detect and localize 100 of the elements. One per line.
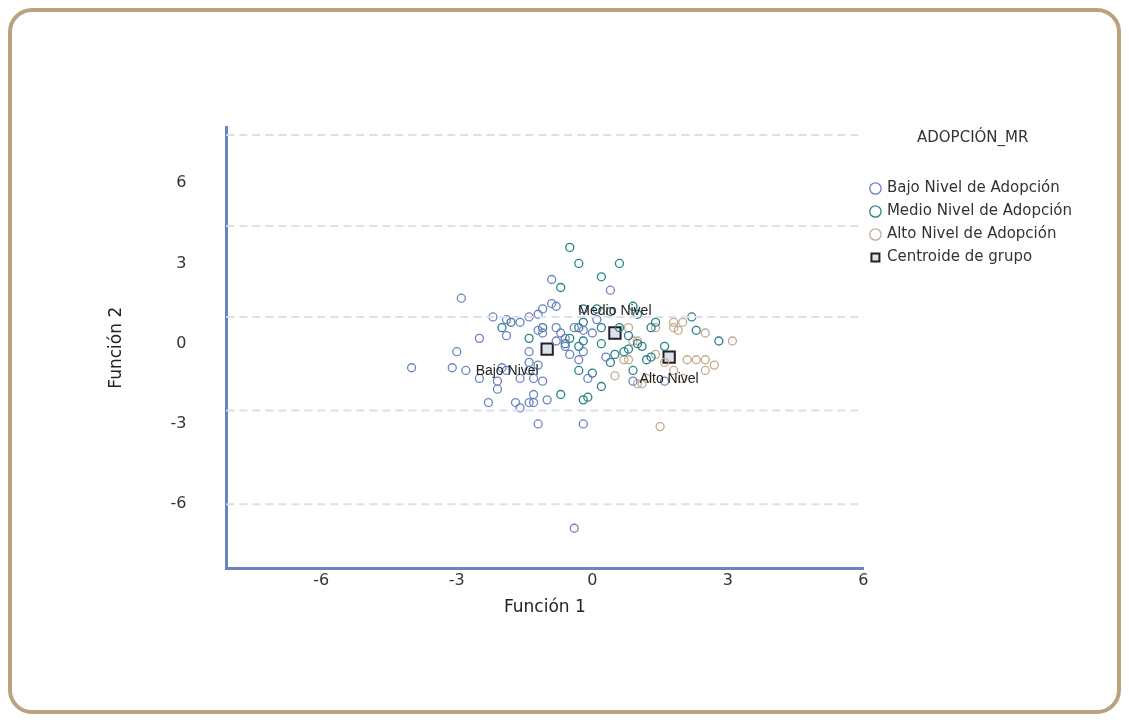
point [583,373,593,384]
point [714,336,724,346]
point [497,322,507,333]
point [669,322,679,333]
point [452,347,462,357]
point [619,355,629,365]
point [669,317,679,327]
point [524,347,534,357]
legend-label: Bajo Nivel de Adopción [886,178,1060,197]
point [501,331,512,341]
point [447,363,457,373]
point [650,317,661,327]
point [524,333,534,343]
point [587,328,597,338]
point [574,322,584,333]
point [583,392,593,402]
point [560,333,570,343]
point [700,328,710,338]
point [637,341,647,352]
point [628,365,638,376]
point [524,312,534,322]
point [547,298,557,309]
point [646,352,656,362]
point [556,389,566,400]
point [540,342,554,356]
point [551,336,561,346]
point [655,421,665,432]
point [565,349,575,360]
point [610,349,620,360]
point [659,357,670,368]
point [569,523,579,533]
point [569,322,579,333]
point [578,336,588,346]
point [551,301,561,311]
point [528,389,539,400]
point [492,384,503,394]
point [565,242,575,253]
legend-title: ADOPCIÓN_MR [916,127,1029,148]
point [574,258,584,269]
point [596,339,607,349]
point [614,258,625,269]
point [461,365,471,376]
point [483,397,494,408]
point [501,314,512,325]
point [619,347,629,357]
point [628,336,638,346]
point [605,285,616,295]
point [608,326,622,340]
point [605,357,616,368]
point [623,344,634,354]
point [596,272,607,282]
point [506,317,516,327]
point [574,341,584,352]
legend-label: Medio Nivel de Adopción [886,201,1073,220]
point [662,350,676,364]
point [691,355,701,365]
point [537,304,548,314]
point [596,322,607,333]
point [406,363,417,373]
point [524,397,534,408]
y-tick-label: -6 [170,493,187,513]
point [537,376,548,386]
y-tick-label: 3 [176,252,187,272]
point [533,419,543,429]
point [623,322,634,333]
x-tick-label: 6 [858,570,869,590]
point [628,376,638,386]
point [614,322,625,333]
point [623,331,634,341]
point [700,355,710,365]
point [587,368,597,378]
point [601,352,611,362]
point [556,282,566,293]
legend-label: Centroide de grupo [886,247,1033,266]
point [578,347,588,357]
point [537,322,548,333]
point [574,365,584,376]
point [542,395,552,405]
point [515,403,525,413]
point [556,328,566,338]
y-tick-label: 6 [176,172,187,192]
x-axis-title: Función 1 [503,596,586,617]
point [596,381,607,392]
point [700,365,710,376]
point [578,395,588,405]
point [727,336,738,346]
point [578,317,588,327]
point [682,355,692,365]
x-tick-label: -3 [448,570,465,590]
point [709,360,719,370]
x-tick-label: 0 [587,570,598,590]
point [533,309,543,319]
point [673,325,683,335]
point [610,371,620,381]
point [510,397,521,408]
point [565,333,575,343]
legend-label: Alto Nivel de Adopción [886,224,1057,243]
point [659,341,670,352]
point [646,322,656,333]
point [578,325,588,335]
